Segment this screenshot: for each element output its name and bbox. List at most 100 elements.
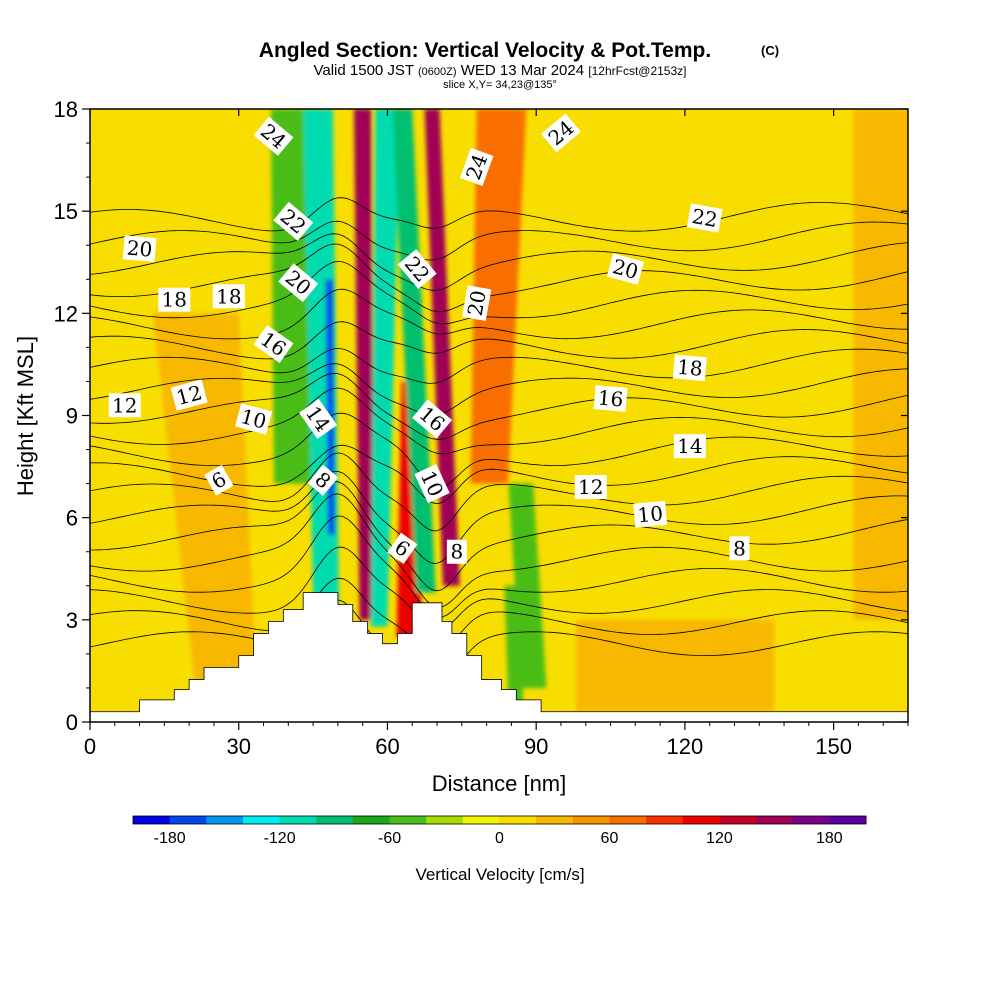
colorbar-swatch: [206, 816, 244, 824]
colorbar-tick-label: 180: [816, 830, 843, 847]
contour-label-text: 18: [162, 288, 187, 312]
contour-label-box: [122, 235, 157, 262]
y-tick-label: 3: [66, 608, 78, 633]
contour-label-box: [299, 398, 338, 439]
chart-title: Angled Section: Vertical Velocity & Pot.…: [259, 39, 711, 62]
theta-contour: [90, 412, 908, 488]
contour-label-box: [606, 253, 644, 285]
contour-label-text: 14: [677, 434, 702, 458]
contour-label-box: [729, 536, 750, 561]
theta-contour: [90, 387, 908, 455]
contour-label-box: [673, 434, 706, 459]
contour-label-text: 20: [126, 236, 153, 262]
contour-label: 18: [212, 284, 245, 309]
x-tick-label: 30: [226, 734, 250, 759]
colorbar-tick-label: 0: [495, 830, 504, 847]
colorbar-swatch: [499, 816, 537, 824]
contour-label-box: [686, 203, 723, 233]
contour-label: 18: [672, 354, 707, 382]
colorbar-swatch: [133, 816, 171, 824]
colorbar-tick-label: 60: [601, 830, 619, 847]
contour-label: 10: [235, 403, 273, 435]
contour-label-box: [235, 403, 273, 435]
contour-label: 16: [593, 385, 628, 412]
colorbar-swatch: [792, 816, 830, 824]
x-axis: 0 30 60 90 120 150: [84, 109, 909, 759]
contour-label: 12: [574, 475, 607, 500]
contour-label-box: [412, 399, 453, 439]
colorbar-swatch: [242, 816, 281, 824]
contour-label-box: [212, 284, 245, 309]
contour-label-text: 16: [597, 385, 624, 411]
chart-title-tag: (C): [761, 43, 779, 58]
colorbar-swatch: [609, 816, 647, 824]
contour-label: 8: [446, 539, 467, 564]
velocity-region: [370, 109, 400, 627]
colorbar-swatch: [279, 816, 317, 824]
velocity-region: [270, 109, 316, 484]
slice-note: slice X,Y= 34,23@135°: [443, 79, 557, 91]
contour-label: 12: [108, 393, 141, 418]
contour-label-text: 8: [450, 540, 463, 564]
y-tick-label: 12: [54, 301, 78, 326]
colorbar-tick-label: -180: [154, 830, 186, 847]
colorbar-swatch: [462, 816, 500, 824]
x-tick-label: 150: [815, 734, 852, 759]
subtitle-date: WED 13 Mar 2024: [461, 62, 584, 79]
contour-label-text: 12: [578, 475, 603, 499]
contour-label-box: [387, 532, 418, 564]
contour-label-box: [540, 113, 581, 153]
y-tick-label: 18: [54, 97, 78, 122]
theta-contour: [90, 470, 908, 564]
contour-label-box: [633, 500, 668, 528]
theta-contour: [90, 233, 908, 291]
contour-label: 20: [462, 285, 492, 321]
terrain-profile: [90, 592, 908, 722]
x-axis-label: Distance [nm]: [432, 771, 567, 796]
theta-contour: [90, 243, 908, 312]
contour-label: 14: [673, 434, 706, 459]
contour-label-box: [462, 285, 492, 321]
contour-label-text: 18: [216, 284, 241, 308]
contour-label: 8: [729, 536, 750, 561]
colorbar-frame: [132, 815, 867, 825]
velocity-region: [853, 109, 908, 620]
subtitle-valid: Valid 1500 JST: [313, 62, 413, 79]
colorbar-swatch: [646, 816, 684, 824]
y-axis: 0 3 6 9 12 15 18: [54, 97, 908, 735]
contour-label-text: 22: [690, 204, 719, 232]
y-tick-label: 9: [66, 404, 78, 429]
colorbar-swatch: [426, 816, 464, 824]
theta-contour: [90, 493, 908, 608]
contour-label-text: 12: [112, 393, 137, 417]
theta-contour: [90, 452, 908, 532]
contour-label: 22: [686, 203, 723, 233]
colorbar-swatch: [316, 816, 354, 824]
potential-temperature-contours: [90, 197, 908, 688]
contour-label-box: [158, 287, 191, 312]
x-tick-label: 0: [84, 734, 96, 759]
colorbar-label: Vertical Velocity [cm/s]: [415, 865, 584, 884]
theta-contour: [90, 260, 908, 325]
colorbar-tick-label: 120: [706, 830, 733, 847]
contour-label-text: 8: [733, 536, 746, 560]
colorbar-tick-label: -60: [378, 830, 401, 847]
velocity-region: [470, 109, 527, 484]
colorbar-swatch: [829, 816, 867, 824]
velocity-region: [508, 483, 547, 688]
theta-contour: [90, 372, 908, 440]
velocity-region: [575, 619, 775, 712]
contour-label: 6: [204, 464, 234, 496]
theta-contour: [90, 481, 908, 592]
chart-subtitle: Valid 1500 JST (0600Z) WED 13 Mar 2024 […: [313, 62, 686, 79]
theta-contour: [90, 288, 908, 340]
colorbar-swatch: [719, 816, 757, 824]
contour-label-text: 18: [676, 355, 703, 381]
subtitle-utc: (0600Z): [418, 66, 457, 78]
contour-label-box: [307, 464, 339, 496]
y-tick-label: 6: [66, 506, 78, 531]
colorbar-tick-label: -120: [264, 830, 296, 847]
theta-contour: [90, 347, 908, 384]
